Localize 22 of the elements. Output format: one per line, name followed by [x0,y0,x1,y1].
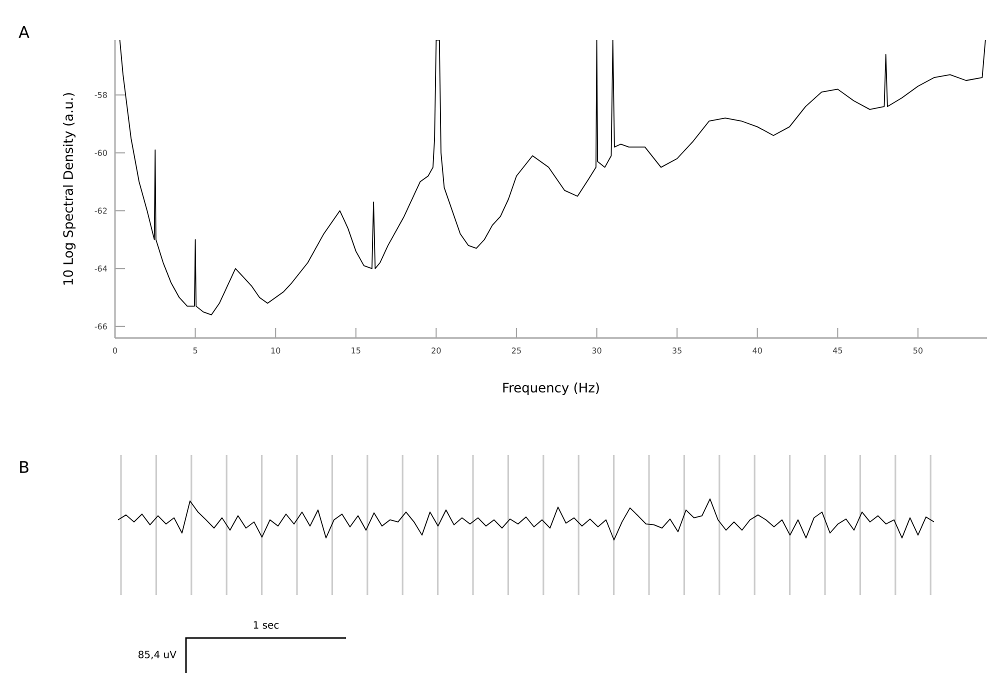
x-tick-label: 35 [672,348,682,354]
chart-title: A [18,26,30,38]
x-tick-label: 20 [432,348,441,354]
x-tick-label: 25 [512,348,521,354]
x-tick-label: 40 [752,348,762,354]
x-tick-label: 5 [193,348,198,354]
y-tick-label: -64 [94,266,108,272]
text: 85,4 uV [138,650,176,660]
y-tick-label: -60 [94,150,107,156]
y-tick-label: -62 [94,208,107,214]
x-tick-label: 30 [592,348,602,354]
x-tick-label: 15 [352,348,360,354]
y-tick-label: -58 [94,92,107,98]
x-tick-label: 0 [112,348,118,354]
chart-title: B [20,461,28,473]
x-tick-label: 10 [271,348,280,354]
y-tick-label: -66 [94,323,107,330]
x-tick-label: 50 [913,348,923,354]
text: 1 sec [254,621,279,629]
y-axis-title: 10 Log Spectral Density (a.u.) [62,93,76,285]
x-axis-title: Frequency (Hz) [503,382,599,396]
x-tick-label: 45 [832,348,842,354]
